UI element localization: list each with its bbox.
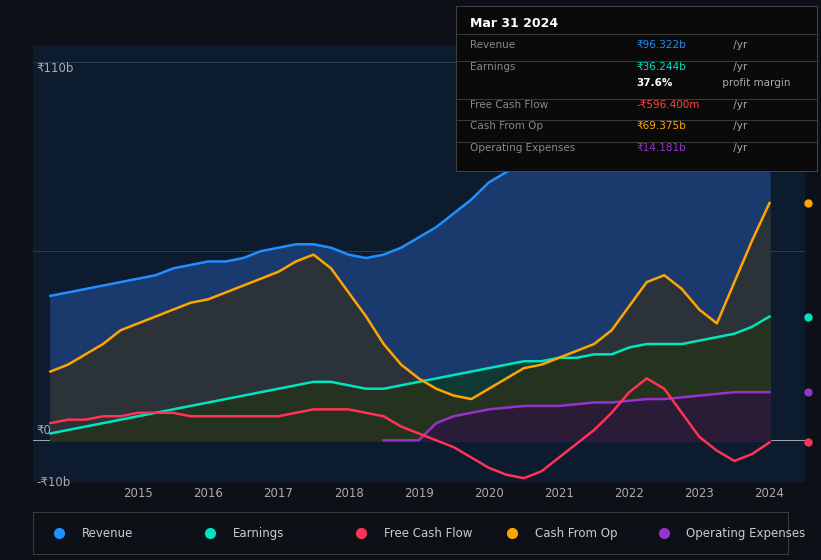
Text: /yr: /yr: [730, 143, 747, 153]
Text: Earnings: Earnings: [470, 62, 516, 72]
Text: Cash From Op: Cash From Op: [470, 122, 544, 131]
Text: ₹0: ₹0: [36, 424, 51, 437]
Text: Free Cash Flow: Free Cash Flow: [470, 100, 548, 110]
Text: -₹10b: -₹10b: [36, 477, 71, 489]
Text: /yr: /yr: [730, 100, 747, 110]
Text: /yr: /yr: [730, 40, 747, 50]
Text: ₹69.375b: ₹69.375b: [636, 122, 686, 131]
Text: ₹110b: ₹110b: [36, 62, 74, 75]
Text: /yr: /yr: [730, 122, 747, 131]
Text: ₹14.181b: ₹14.181b: [636, 143, 686, 153]
Text: Mar 31 2024: Mar 31 2024: [470, 17, 558, 30]
Text: Revenue: Revenue: [82, 527, 133, 540]
Text: Cash From Op: Cash From Op: [535, 527, 617, 540]
Text: 37.6%: 37.6%: [636, 78, 672, 88]
Text: -₹596.400m: -₹596.400m: [636, 100, 699, 110]
Text: Earnings: Earnings: [233, 527, 284, 540]
Text: Free Cash Flow: Free Cash Flow: [384, 527, 472, 540]
Text: ₹36.244b: ₹36.244b: [636, 62, 686, 72]
Text: profit margin: profit margin: [719, 78, 791, 88]
Text: ₹96.322b: ₹96.322b: [636, 40, 686, 50]
Text: /yr: /yr: [730, 62, 747, 72]
Text: Revenue: Revenue: [470, 40, 516, 50]
Text: Operating Expenses: Operating Expenses: [470, 143, 576, 153]
Text: Operating Expenses: Operating Expenses: [686, 527, 805, 540]
